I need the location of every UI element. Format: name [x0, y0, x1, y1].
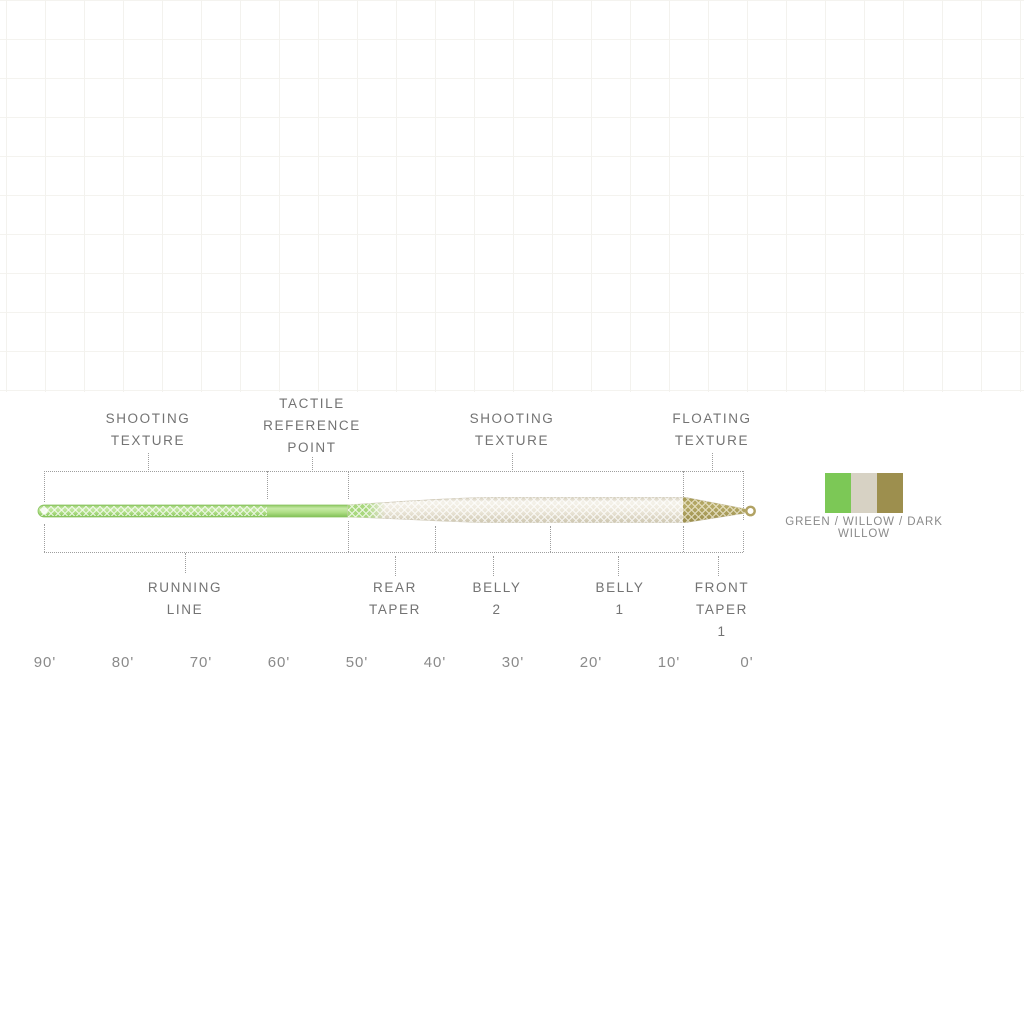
- label-line: 1: [615, 602, 625, 617]
- label-line: RUNNING: [147, 580, 223, 595]
- scale-tick: 20': [579, 654, 603, 671]
- label-line: SHOOTING: [469, 411, 555, 426]
- swatch-willow: [851, 473, 877, 513]
- label-shooting-texture-rear: SHOOTING TEXTURE: [58, 408, 238, 452]
- shooting-texture-pattern: [348, 497, 683, 523]
- label-pointer-tick: [512, 453, 513, 470]
- scale-tick: 60': [267, 654, 291, 671]
- scale-tick: 50': [345, 654, 369, 671]
- bracket-top-divider: [683, 471, 684, 497]
- label-pointer-tick: [148, 453, 149, 470]
- label-front-taper-1: FRONT TAPER 1: [632, 577, 812, 643]
- bracket-top-line: [44, 471, 743, 472]
- bracket-bottom-divider: [435, 526, 436, 552]
- color-swatches: [825, 473, 903, 513]
- label-pointer-tick: [395, 556, 396, 576]
- label-line: SHOOTING: [105, 411, 191, 426]
- bracket-bottom-divider: [683, 526, 684, 552]
- bracket-top-divider: [267, 471, 268, 499]
- bracket-top-divider: [348, 471, 349, 499]
- label-pointer-tick: [718, 556, 719, 576]
- label-line: BELLY: [472, 580, 522, 595]
- background-grid: [0, 0, 1024, 392]
- bracket-bottom-divider: [44, 524, 45, 552]
- label-line: 2: [492, 602, 502, 617]
- label-line: FRONT: [694, 580, 750, 595]
- label-tactile-reference-point: TACTILE REFERENCE POINT: [222, 393, 402, 459]
- bracket-top-divider: [44, 471, 45, 502]
- label-line: TEXTURE: [474, 433, 550, 448]
- label-line: LINE: [166, 602, 204, 617]
- scale-tick: 80': [111, 654, 135, 671]
- label-line: TEXTURE: [110, 433, 186, 448]
- label-line: TAPER: [368, 602, 421, 617]
- label-shooting-texture-front: SHOOTING TEXTURE: [422, 408, 602, 452]
- label-running-line: RUNNING LINE: [95, 577, 275, 621]
- label-line: REAR: [373, 580, 417, 595]
- label-pointer-tick: [493, 556, 494, 576]
- front-tip-loop: [745, 505, 756, 517]
- fly-line-profile-graphic: [37, 497, 756, 523]
- bracket-bottom-divider: [743, 531, 744, 552]
- label-pointer-tick: [712, 453, 713, 470]
- bracket-bottom-divider: [348, 521, 349, 552]
- label-pointer-tick: [312, 457, 313, 470]
- label-line: BELLY: [595, 580, 645, 595]
- swatch-green: [825, 473, 851, 513]
- color-legend-label: GREEN / WILLOW / DARK WILLOW: [785, 516, 943, 540]
- label-line: TAPER: [695, 602, 748, 617]
- label-line: FLOATING: [672, 411, 752, 426]
- label-pointer-tick: [185, 553, 186, 573]
- label-line: REFERENCE: [263, 418, 361, 433]
- bracket-bottom-line: [44, 552, 743, 553]
- label-floating-texture: FLOATING TEXTURE: [622, 408, 802, 452]
- bracket-top-divider: [743, 471, 744, 520]
- label-belly-1: BELLY 1: [530, 577, 710, 621]
- label-pointer-tick: [618, 556, 619, 576]
- label-rear-taper: REAR TAPER: [305, 577, 485, 621]
- label-line: TEXTURE: [674, 433, 750, 448]
- scale-tick: 10': [657, 654, 681, 671]
- shooting-texture-pattern-green: [40, 506, 267, 516]
- scale-tick: 90': [33, 654, 57, 671]
- bracket-bottom-divider: [550, 526, 551, 552]
- scale-tick: 70': [189, 654, 213, 671]
- scale-tick: 30': [501, 654, 525, 671]
- swatch-dark-willow: [877, 473, 903, 513]
- label-line: 1: [717, 624, 727, 639]
- label-line: POINT: [287, 440, 337, 455]
- label-line: TACTILE: [279, 396, 345, 411]
- rear-end-loop: [41, 507, 48, 515]
- scale-tick: 0': [740, 654, 754, 671]
- scale-tick: 40': [423, 654, 447, 671]
- label-belly-2: BELLY 2: [407, 577, 587, 621]
